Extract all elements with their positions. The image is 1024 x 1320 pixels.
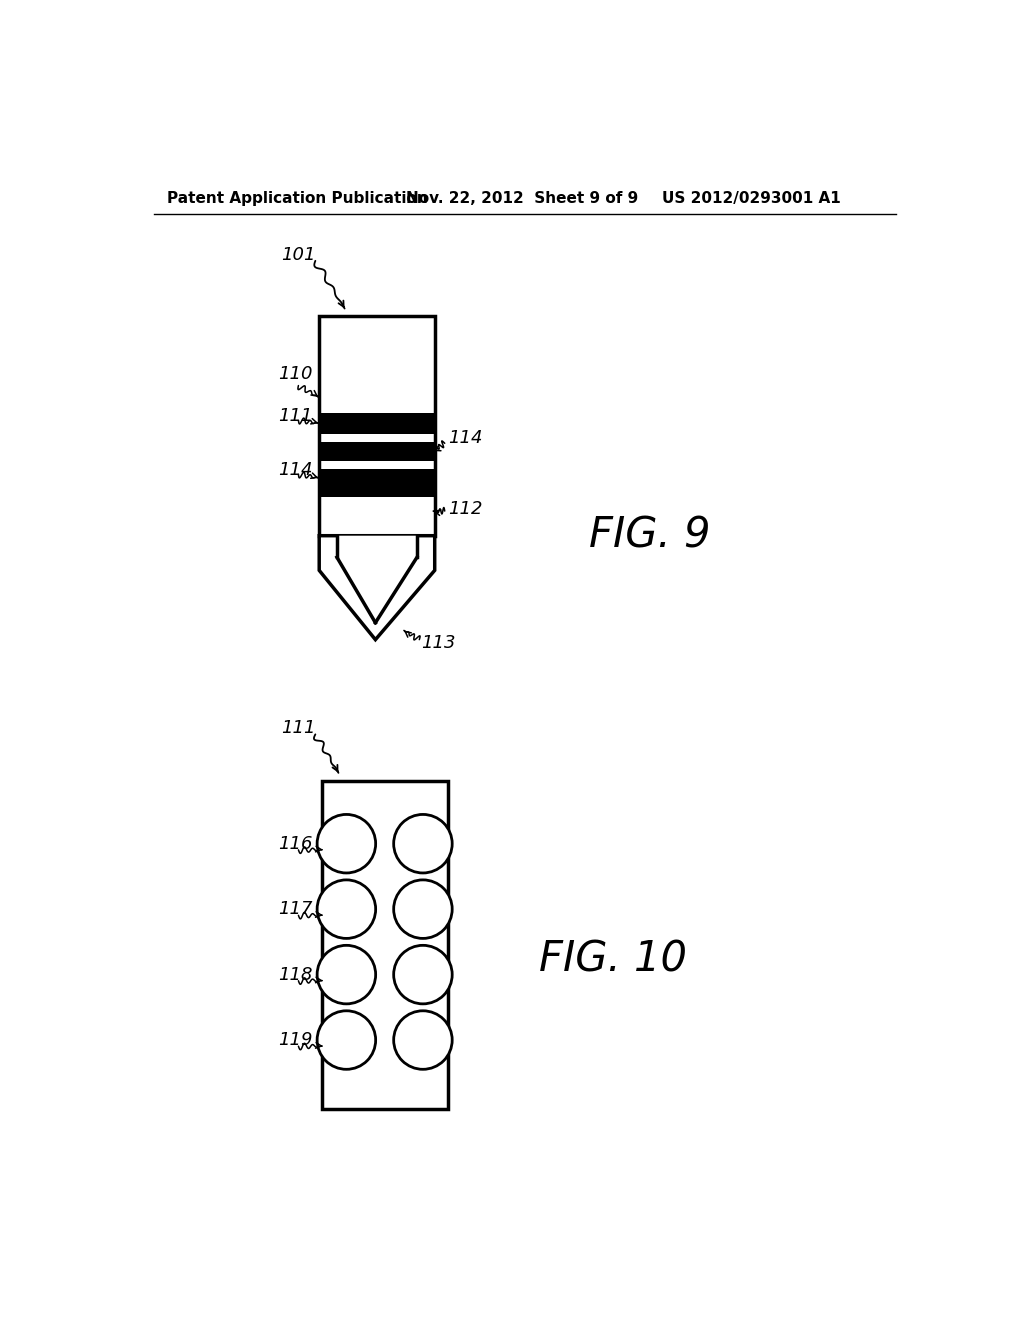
Text: 114: 114 <box>447 429 482 447</box>
Text: FIG. 9: FIG. 9 <box>589 515 711 557</box>
Circle shape <box>393 814 453 873</box>
Text: Patent Application Publication: Patent Application Publication <box>167 191 427 206</box>
Polygon shape <box>337 536 417 623</box>
Text: FIG. 10: FIG. 10 <box>539 939 687 981</box>
Text: 111: 111 <box>279 408 313 425</box>
Bar <box>319 317 435 536</box>
Text: 119: 119 <box>279 1031 313 1049</box>
Bar <box>319 469 435 498</box>
Text: 112: 112 <box>447 500 482 517</box>
Text: 118: 118 <box>279 966 313 983</box>
Bar <box>322 780 447 1109</box>
Circle shape <box>393 945 453 1003</box>
Polygon shape <box>319 536 435 640</box>
Bar <box>319 442 435 461</box>
Text: 116: 116 <box>279 834 313 853</box>
Text: US 2012/0293001 A1: US 2012/0293001 A1 <box>662 191 841 206</box>
Text: 101: 101 <box>281 246 315 264</box>
Bar <box>319 412 435 434</box>
Circle shape <box>317 814 376 873</box>
Circle shape <box>317 1011 376 1069</box>
Text: 113: 113 <box>422 635 456 652</box>
Text: 117: 117 <box>279 900 313 919</box>
Circle shape <box>317 880 376 939</box>
Circle shape <box>393 1011 453 1069</box>
Circle shape <box>317 945 376 1003</box>
Text: 111: 111 <box>281 719 315 737</box>
Circle shape <box>393 880 453 939</box>
Text: 110: 110 <box>279 366 313 383</box>
Text: Nov. 22, 2012  Sheet 9 of 9: Nov. 22, 2012 Sheet 9 of 9 <box>407 191 639 206</box>
Bar <box>322 780 447 1109</box>
Text: 114: 114 <box>279 461 313 479</box>
